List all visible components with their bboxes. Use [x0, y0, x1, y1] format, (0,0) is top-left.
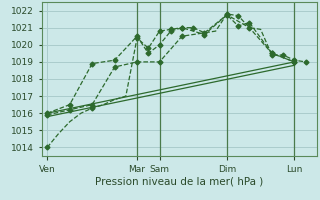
X-axis label: Pression niveau de la mer( hPa ): Pression niveau de la mer( hPa )	[95, 177, 263, 187]
